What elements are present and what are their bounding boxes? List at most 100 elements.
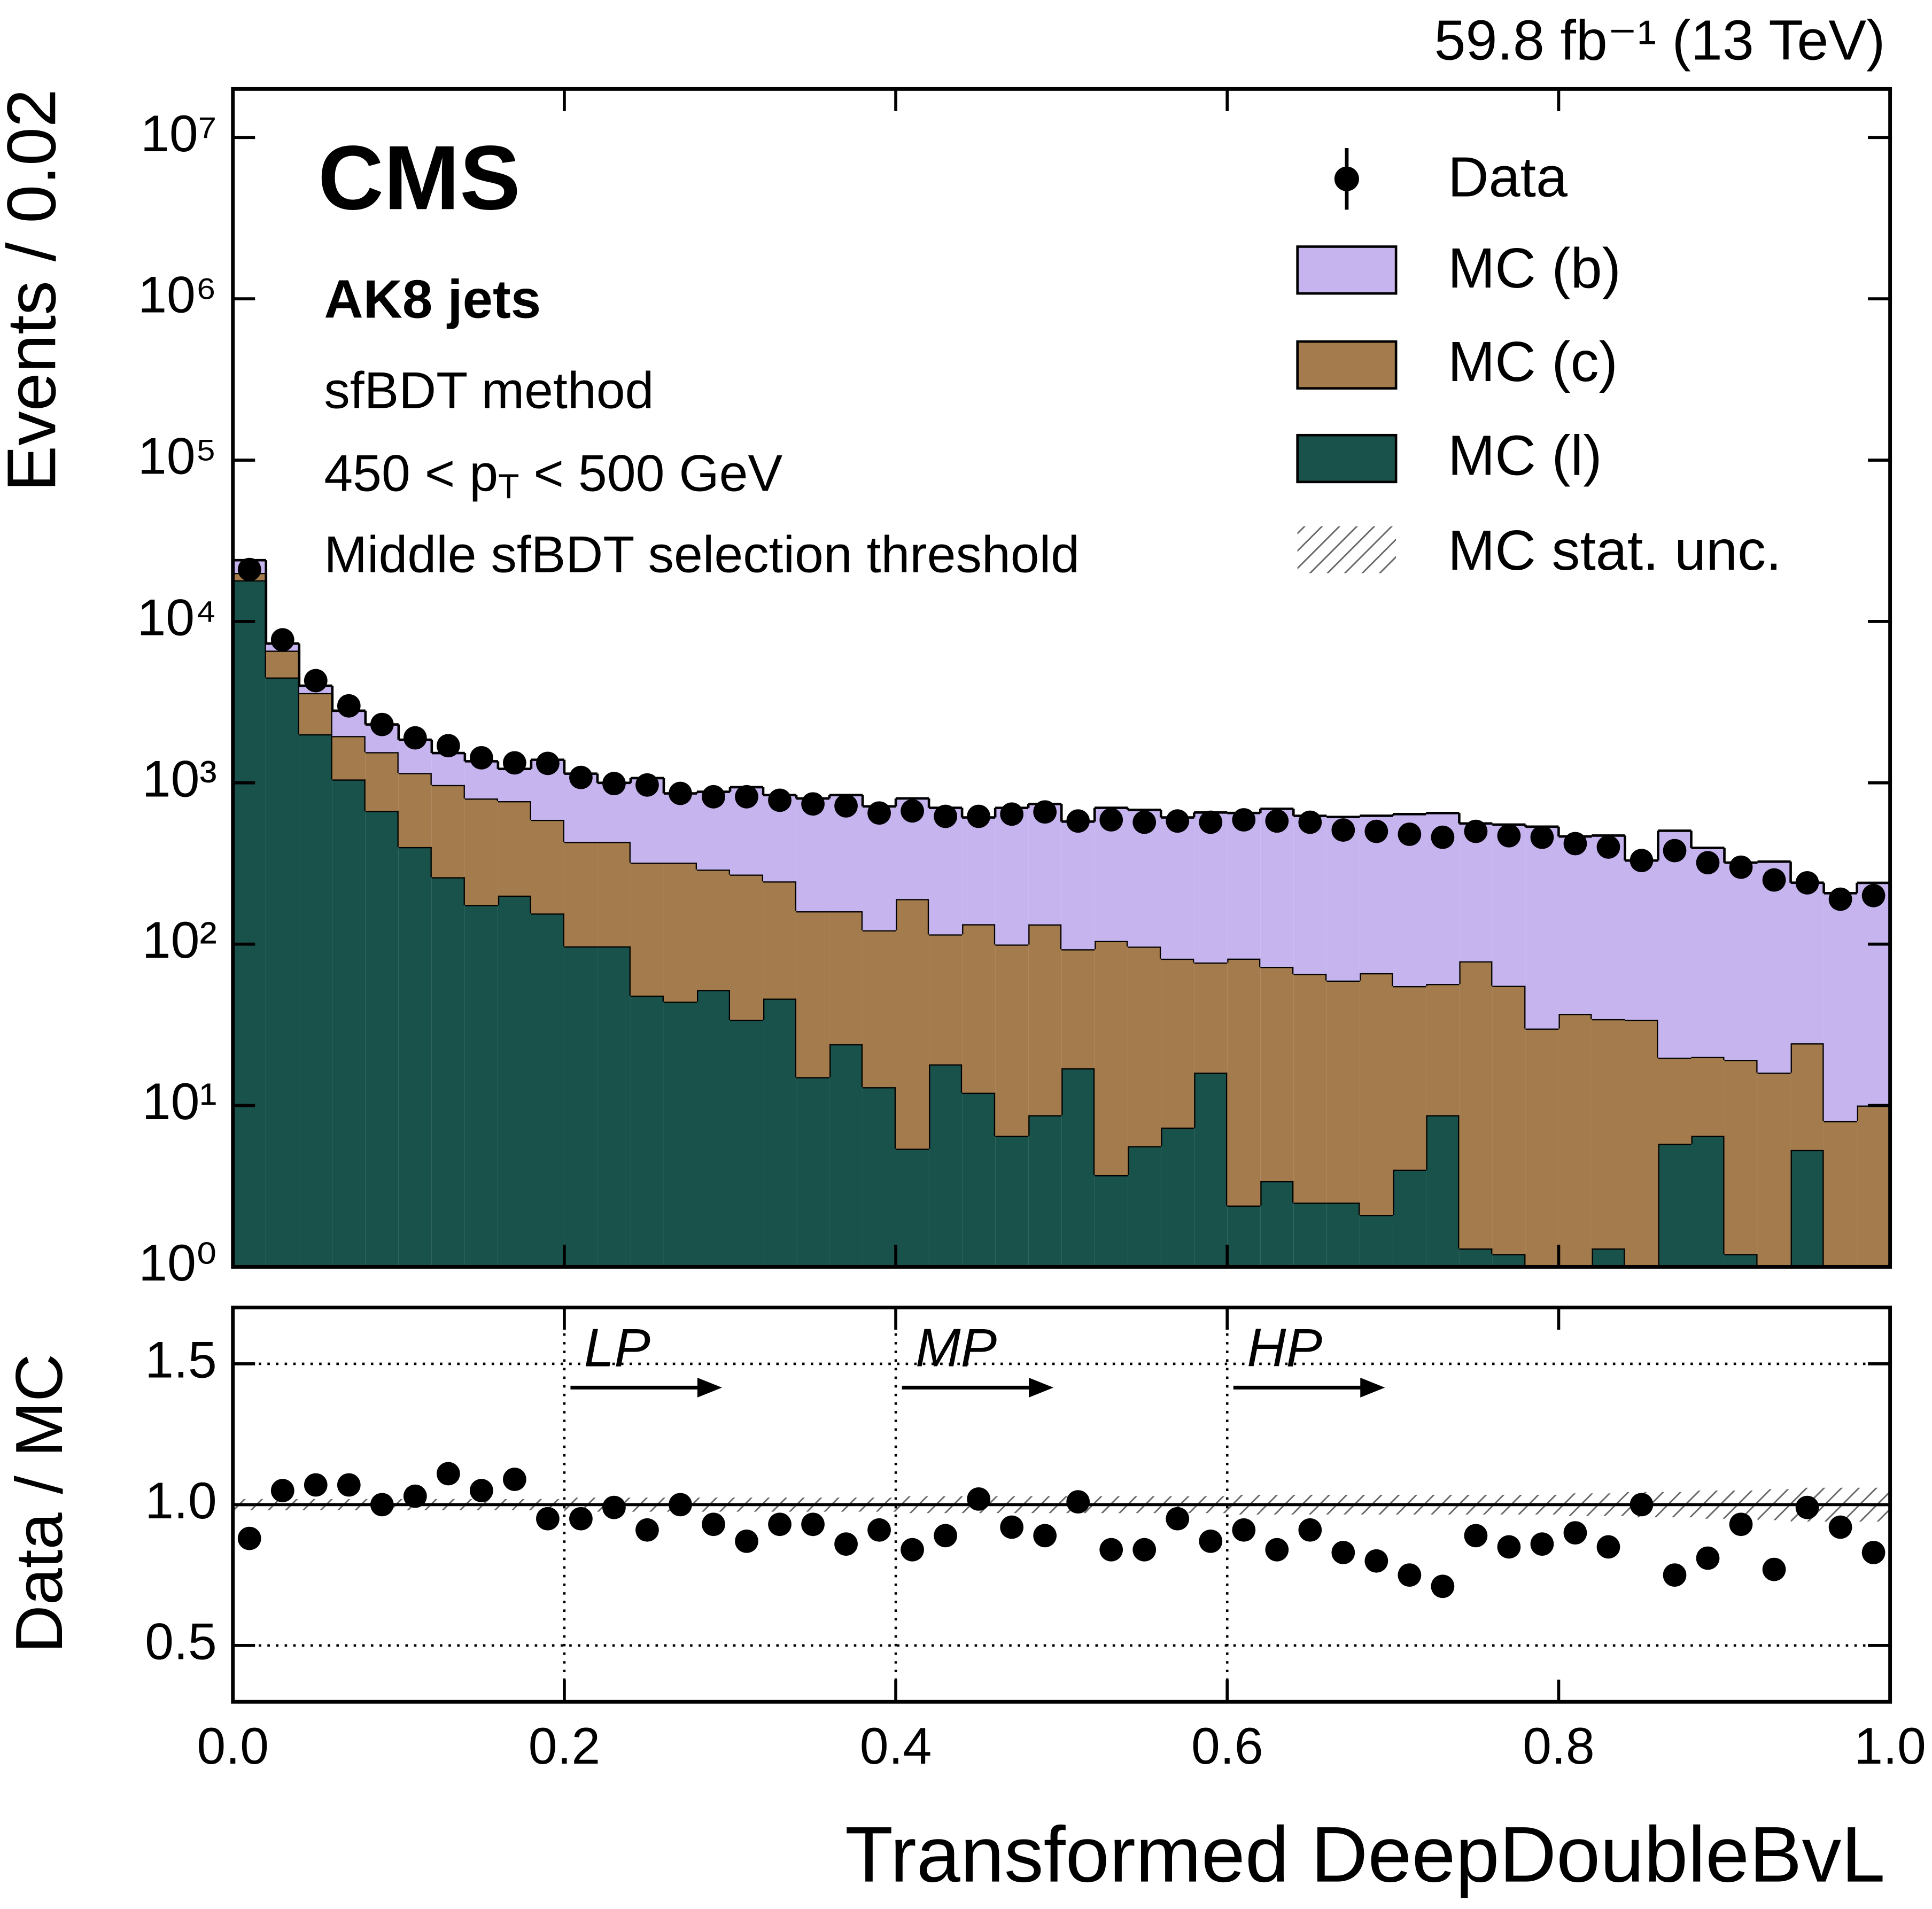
histogram-bar [995, 1136, 1029, 1267]
ratio-point [270, 1479, 294, 1502]
data-point [1298, 810, 1322, 834]
data-point [1398, 822, 1422, 846]
legend-swatch [1297, 526, 1396, 573]
data-point [834, 794, 858, 818]
data-point [1166, 809, 1190, 833]
data-point [1099, 808, 1123, 832]
x-tick-label: 0.0 [197, 1717, 269, 1775]
data-point [635, 773, 659, 797]
experiment-label: CMS [318, 127, 521, 229]
histogram-bar [1293, 974, 1327, 1203]
legend-marker [1334, 166, 1359, 191]
threshold-arrowhead [697, 1377, 723, 1398]
ratio-point [1166, 1507, 1190, 1531]
ratio-point [1530, 1532, 1554, 1556]
histogram-bar [995, 944, 1029, 1136]
histogram-bar [1459, 1248, 1493, 1267]
ratio-point [436, 1462, 460, 1486]
histogram-bar [1194, 812, 1228, 963]
data-point [270, 628, 294, 652]
histogram-bar [1790, 882, 1824, 1044]
histogram-bar [1592, 1019, 1625, 1249]
data-point [1828, 887, 1852, 911]
histogram-bar [863, 806, 896, 930]
data-point [1497, 824, 1521, 848]
histogram-bar [796, 1077, 830, 1267]
frame [231, 1306, 1892, 1704]
ratio-point [1331, 1541, 1355, 1564]
histogram-bar [1028, 1115, 1062, 1267]
histogram-bar [431, 753, 465, 785]
data-point [1431, 825, 1455, 849]
histogram-bar [1028, 924, 1062, 1115]
histogram-bar [1028, 804, 1062, 925]
histogram-bar [1625, 860, 1658, 1020]
histogram-bar [365, 811, 399, 1267]
histogram-bar [1724, 1060, 1758, 1254]
x-tick-label: 1.0 [1854, 1717, 1926, 1775]
ratio-point [1762, 1557, 1786, 1581]
histogram-bar [863, 930, 896, 1088]
histogram-bar [1260, 967, 1294, 1181]
y-tick-label: 10⁵ [138, 427, 217, 485]
histogram-bar [1459, 823, 1493, 961]
ratio-point [901, 1538, 924, 1562]
ratio-point [337, 1473, 361, 1497]
legend-label: Data [1448, 145, 1568, 208]
y-tick-label: 10⁶ [138, 266, 217, 324]
histogram-bar [1724, 1254, 1758, 1267]
histogram-bar [365, 752, 399, 811]
data-point [1265, 809, 1289, 833]
data-point [1596, 835, 1620, 859]
y-axis-title: Events / 0.02 [0, 89, 70, 492]
histogram-bar [962, 817, 996, 925]
histogram-bar [1194, 962, 1228, 1073]
ratio-point [569, 1507, 593, 1531]
data-point [1000, 802, 1024, 826]
ratio-point [1199, 1530, 1223, 1553]
histogram-bar [498, 801, 531, 896]
ratio-point [1729, 1512, 1753, 1536]
legend-swatch [1296, 340, 1398, 390]
ratio-point [1828, 1515, 1852, 1539]
histogram-bar [962, 1092, 996, 1267]
ratio-point [1000, 1515, 1024, 1539]
data-point [237, 557, 261, 581]
histogram-bar [1260, 1181, 1294, 1267]
data-point [1033, 800, 1057, 824]
threshold-arrowhead [1360, 1377, 1385, 1398]
main-plot [232, 557, 1890, 1267]
ratio-point [834, 1532, 858, 1556]
legend-label: MC (b) [1448, 237, 1621, 300]
legend-label: MC stat. unc. [1448, 519, 1782, 582]
legend-swatch [1296, 433, 1398, 484]
ratio-point [635, 1518, 659, 1542]
histogram-bar [431, 785, 465, 878]
data-point [1762, 868, 1786, 892]
ratio-point [1364, 1549, 1388, 1573]
pt-suffix: < 500 GeV [519, 444, 783, 502]
ratio-point [237, 1526, 261, 1550]
histogram-bar [730, 874, 764, 1020]
threshold-label: MP [915, 1317, 997, 1378]
histogram-bar [564, 946, 598, 1267]
ratio-point [934, 1524, 958, 1548]
histogram-bar [464, 905, 498, 1267]
histogram-bar [730, 1020, 764, 1267]
histogram-bar [863, 1087, 896, 1267]
y-tick-label: 10¹ [142, 1072, 217, 1130]
data-point [1132, 810, 1157, 834]
ratio-point [1033, 1524, 1057, 1548]
histogram-bar [1625, 1020, 1658, 1267]
histogram-bar [531, 913, 564, 1267]
histogram-bar [1857, 882, 1890, 1106]
legend: Data MC (b) MC (c) MC (l) MC stat. unc. [1296, 145, 1782, 582]
ratio-point [1861, 1541, 1886, 1564]
histogram-bar [1525, 1028, 1559, 1267]
histogram-bar [1326, 980, 1360, 1203]
legend-swatch [1296, 245, 1398, 295]
histogram-bar [929, 934, 963, 1065]
histogram-bar [829, 1044, 863, 1267]
data-point [569, 765, 593, 789]
